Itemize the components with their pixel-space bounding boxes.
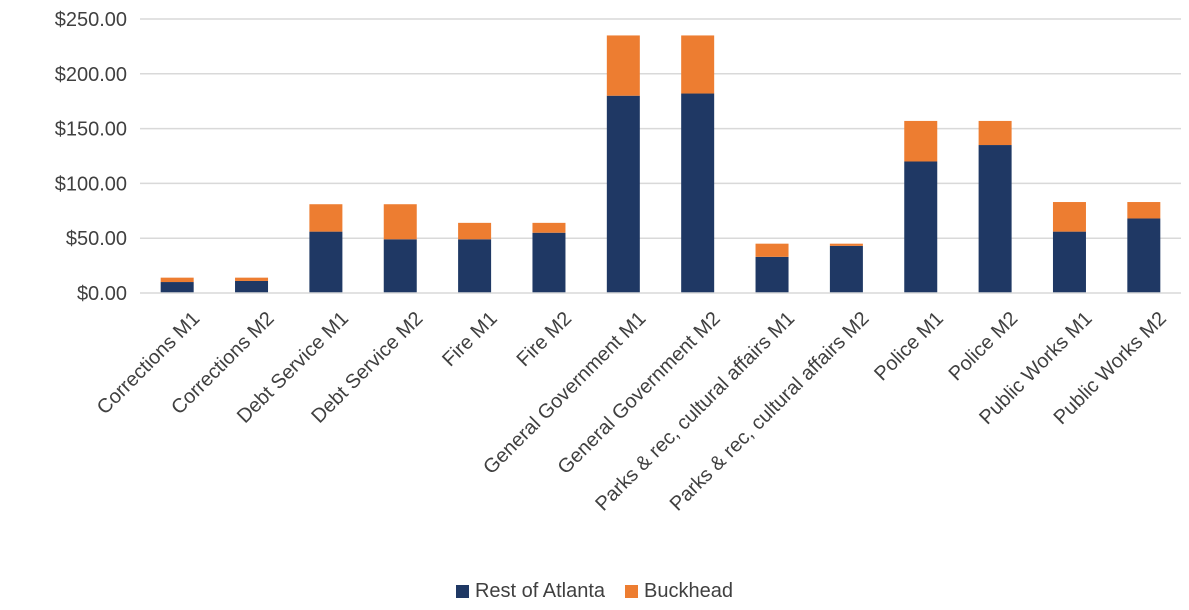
bar-segment-rest-of-atlanta [532, 232, 566, 293]
x-tick-label: Police M1 [870, 308, 948, 386]
bar-segment-buckhead [904, 120, 938, 162]
x-tick-label: Police M2 [945, 308, 1023, 386]
bar-segment-buckhead [383, 204, 417, 240]
bar-segment-rest-of-atlanta [755, 256, 789, 293]
y-tick-label: $0.00 [77, 283, 127, 305]
bar-segment-buckhead [1052, 202, 1086, 232]
bar-segment-buckhead [160, 277, 194, 283]
bar-segment-rest-of-atlanta [1127, 218, 1161, 293]
bar-segment-buckhead [235, 277, 269, 281]
bar-segment-rest-of-atlanta [904, 161, 938, 293]
bar-segment-rest-of-atlanta [458, 239, 492, 293]
bar-segment-buckhead [309, 204, 343, 232]
bar-segment-rest-of-atlanta [383, 239, 417, 293]
legend-swatch-buckhead [625, 585, 639, 598]
x-tick-label: Fire M1 [438, 308, 501, 371]
bar-segment-buckhead [829, 243, 863, 246]
bar-segment-rest-of-atlanta [160, 282, 194, 293]
bar-segment-buckhead [1127, 202, 1161, 219]
bar-segment-rest-of-atlanta [829, 245, 863, 293]
legend-label-buckhead: Buckhead [644, 580, 734, 602]
bars [160, 35, 1161, 293]
y-tick-label: $100.00 [55, 173, 127, 195]
y-tick-label: $50.00 [66, 228, 127, 250]
y-tick-label: $250.00 [55, 9, 127, 31]
legend-item-rest-of-atlanta: Rest of Atlanta [455, 580, 606, 603]
legend-label-rest-of-atlanta: Rest of Atlanta [474, 580, 606, 602]
bar-segment-rest-of-atlanta [681, 93, 715, 293]
stacked-bar-chart: $0.00$50.00$100.00$150.00$200.00$250.00 … [55, 9, 1181, 516]
bar-segment-buckhead [606, 35, 640, 96]
bar-segment-rest-of-atlanta [309, 231, 343, 293]
bar-segment-rest-of-atlanta [235, 280, 269, 293]
bar-segment-buckhead [681, 35, 715, 94]
y-axis-tick-labels: $0.00 $50.00 $100.00 $150.00 $200.00 $250.00 [55, 9, 127, 305]
bar-segment-rest-of-atlanta [978, 145, 1012, 293]
bar-segment-buckhead [978, 120, 1012, 146]
bar-segment-rest-of-atlanta [606, 95, 640, 293]
bar-segment-buckhead [532, 222, 566, 233]
chart-legend: Rest of Atlanta Buckhead [0, 580, 1189, 603]
legend-item-buckhead: Buckhead [625, 580, 733, 603]
bar-segment-rest-of-atlanta [1052, 231, 1086, 293]
y-tick-label: $200.00 [55, 64, 127, 86]
gridlines [140, 18, 1181, 239]
bar-segment-buckhead [755, 243, 789, 257]
x-tick-label: Fire M2 [513, 308, 576, 371]
y-tick-label: $150.00 [55, 119, 127, 141]
bar-segment-buckhead [458, 222, 492, 240]
legend-swatch-rest-of-atlanta [455, 585, 469, 598]
